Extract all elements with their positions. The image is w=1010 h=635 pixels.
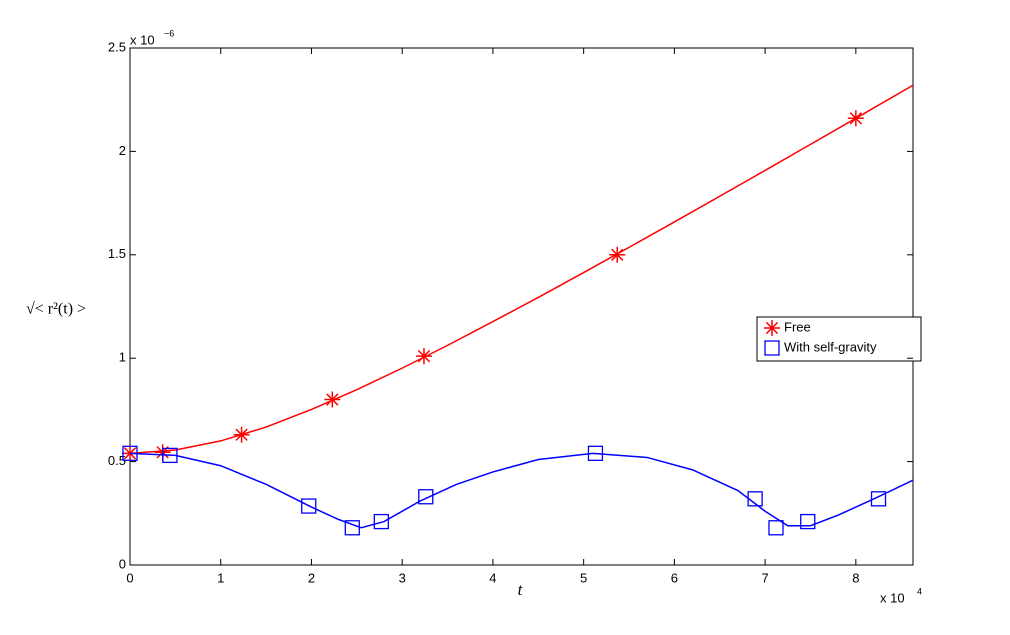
series-line [129, 452, 914, 529]
legend [756, 316, 922, 362]
data-point [324, 391, 341, 408]
x-tick-label: 6 [671, 570, 678, 585]
series-line [129, 84, 914, 455]
data-point [233, 426, 250, 443]
data-point [800, 513, 816, 530]
data-point [418, 489, 434, 505]
legend-marker [764, 320, 780, 336]
y-axis-label: √< r²(t) > [26, 301, 86, 318]
x-tick-label: 3 [399, 570, 406, 585]
data-point [768, 520, 784, 536]
x-tick-label: 2 [308, 570, 315, 585]
x-axis-label: t [518, 580, 524, 599]
data-point [847, 110, 864, 127]
data-point [415, 348, 432, 365]
y-multiplier-exp: −6 [164, 28, 174, 38]
data-point [747, 491, 763, 507]
legend-label: Free [784, 319, 811, 334]
data-point [122, 445, 138, 461]
y-tick-label: 2.5 [108, 39, 126, 54]
data-point [587, 445, 604, 461]
y-tick-label: 2 [119, 143, 126, 158]
plot-frame [129, 47, 914, 566]
x-multiplier: x 10 [880, 590, 905, 605]
x-tick-label: 8 [852, 570, 859, 585]
legend-marker [764, 340, 780, 356]
data-point [373, 513, 389, 530]
x-tick-label: 4 [489, 570, 496, 585]
x-tick-label: 5 [580, 570, 587, 585]
y-tick-label: 0 [119, 556, 126, 571]
y-tick-label: 1 [119, 350, 126, 365]
data-point [870, 491, 887, 507]
y-tick-label: 0.5 [108, 453, 126, 468]
legend-label: With self-gravity [784, 339, 877, 354]
data-point [301, 498, 317, 514]
x-multiplier-exp: 4 [917, 586, 922, 596]
data-point [344, 520, 360, 536]
data-point [609, 246, 626, 263]
data-point [162, 447, 178, 464]
x-tick-label: 0 [126, 570, 133, 585]
legend-box [756, 316, 922, 362]
y-multiplier: x 10 [130, 32, 155, 47]
y-tick-label: 1.5 [108, 246, 126, 261]
x-tick-label: 1 [217, 570, 224, 585]
x-tick-label: 7 [761, 570, 768, 585]
